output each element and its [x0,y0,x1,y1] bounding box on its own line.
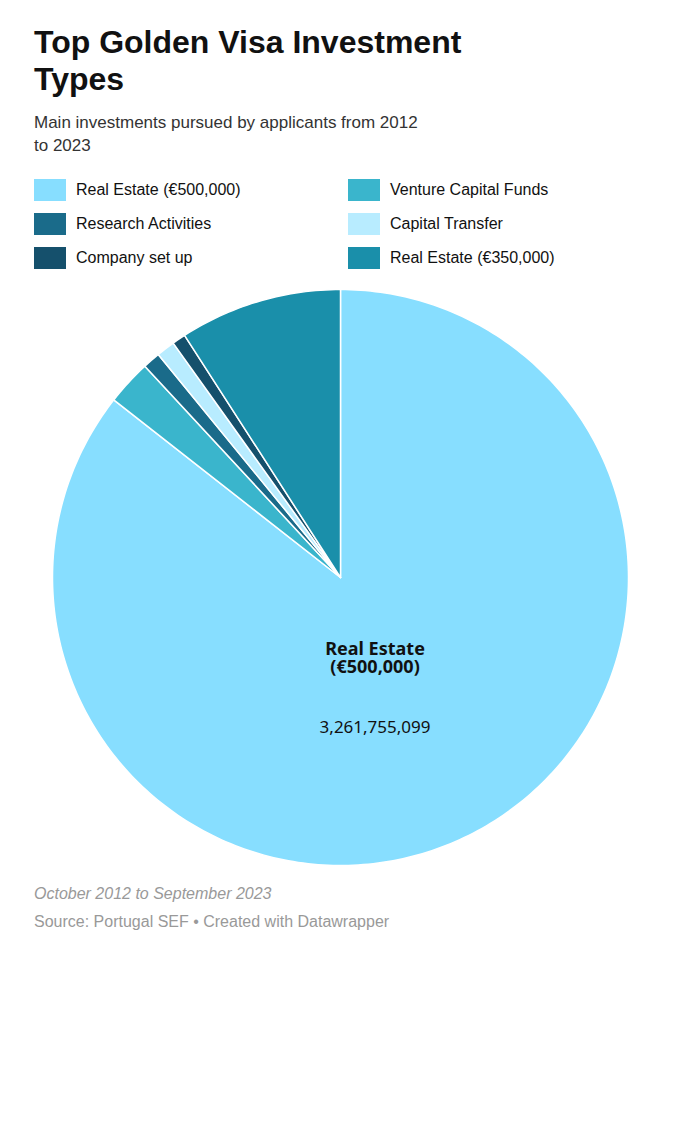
html-text:Real Estate (€500,000): Real Estate (€500,000) [76,181,241,199]
svg-text:Real Estate(€500,000): Real Estate(€500,000) [325,636,425,678]
html-text:Top Golden Visa Investment Typ: Top Golden Visa Investment Types [34,24,462,97]
html-text:Capital Transfer: Capital Transfer [390,215,503,233]
html-text:October 2012 to September 2023: October 2012 to September 2023 [34,885,272,903]
html-text:Company set up: Company set up [76,249,193,267]
html-text:Research Activities: Research Activities [76,215,212,233]
html-text:Source: Portugal SEF • Created: Source: Portugal SEF • Created with Data… [34,913,390,931]
html-text:Main investments pursued by ap: Main investments pursued by applicants f… [34,112,418,155]
html-text:Venture Capital Funds: Venture Capital Funds [390,181,549,199]
svg-text:3,261,755,099: 3,261,755,099 [320,715,431,738]
html-text:Real Estate (€350,000): Real Estate (€350,000) [390,249,555,267]
